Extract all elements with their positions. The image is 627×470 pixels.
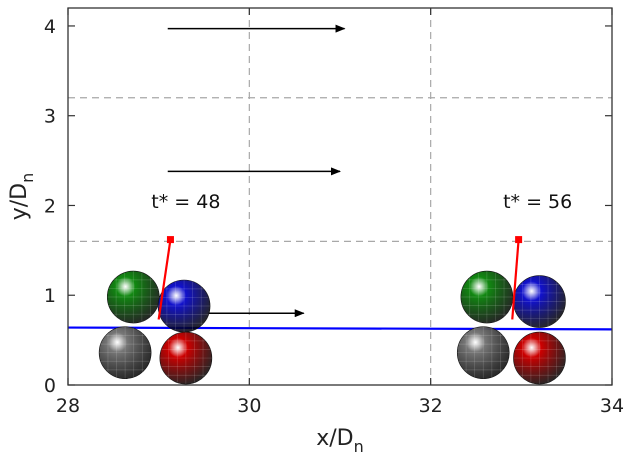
bed-line-layer bbox=[67, 326, 613, 331]
bed-line bbox=[67, 326, 613, 331]
blue-sphere bbox=[513, 275, 566, 328]
sphere-body bbox=[513, 331, 566, 385]
x-tick-label: 34 bbox=[600, 395, 624, 417]
red-sphere bbox=[513, 331, 566, 385]
red-marker-square bbox=[166, 236, 174, 244]
grid-lines bbox=[68, 8, 612, 385]
flow-arrows bbox=[167, 24, 346, 318]
x-tick-label: 30 bbox=[237, 395, 261, 417]
y-axis-label: y/Dn bbox=[7, 173, 37, 221]
green-sphere bbox=[106, 270, 160, 324]
gray-sphere bbox=[98, 326, 152, 379]
time-label: t* = 56 bbox=[503, 191, 572, 213]
y-tick-label: 3 bbox=[44, 106, 56, 128]
sphere-body bbox=[157, 279, 211, 333]
red-marker-line bbox=[511, 239, 520, 320]
x-tick-label: 28 bbox=[56, 395, 80, 417]
red-marker-line bbox=[157, 239, 172, 320]
particle-groups: t* = 48 t* = 56 bbox=[98, 191, 572, 385]
gray-sphere bbox=[456, 326, 510, 379]
sphere-body bbox=[106, 270, 160, 324]
y-tick-label: 2 bbox=[44, 195, 56, 217]
time-label: t* = 48 bbox=[151, 191, 220, 213]
plot-frame bbox=[67, 7, 613, 386]
sphere-body bbox=[460, 270, 514, 324]
red-marker-square bbox=[515, 236, 523, 244]
sphere-body bbox=[456, 326, 510, 379]
red-sphere bbox=[159, 331, 213, 385]
particle-group: t* = 48 bbox=[98, 191, 220, 385]
axes-frame bbox=[67, 7, 613, 386]
sphere-body bbox=[98, 326, 152, 379]
y-tick-label: 4 bbox=[44, 16, 56, 38]
x-axis-label: x/Dn bbox=[316, 426, 364, 456]
x-tick-label: 32 bbox=[419, 395, 443, 417]
blue-sphere bbox=[157, 279, 211, 333]
y-tick-label: 1 bbox=[44, 285, 56, 307]
particle-group: t* = 56 bbox=[456, 191, 572, 385]
green-sphere bbox=[460, 270, 514, 324]
y-tick-label: 0 bbox=[44, 375, 56, 397]
